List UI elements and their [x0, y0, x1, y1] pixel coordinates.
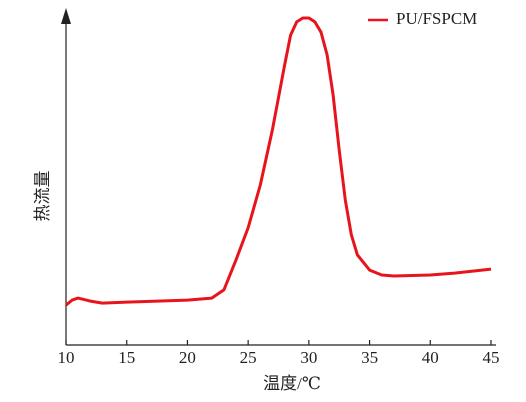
- x-tick-label: 40: [422, 348, 439, 367]
- x-axis-label: 温度/℃: [263, 374, 321, 393]
- y-axis-arrow: [61, 8, 71, 24]
- x-tick-label: 15: [118, 348, 135, 367]
- x-tick-label: 20: [179, 348, 196, 367]
- x-tick-label: 45: [483, 348, 500, 367]
- x-tick-label: 35: [361, 348, 378, 367]
- legend-label: PU/FSPCM: [396, 9, 477, 28]
- x-tick-label: 30: [300, 348, 317, 367]
- x-tick-label: 10: [58, 348, 75, 367]
- y-axis-label: 热流量: [33, 171, 52, 222]
- data-line: [65, 16, 492, 307]
- x-tick-label: 25: [240, 348, 257, 367]
